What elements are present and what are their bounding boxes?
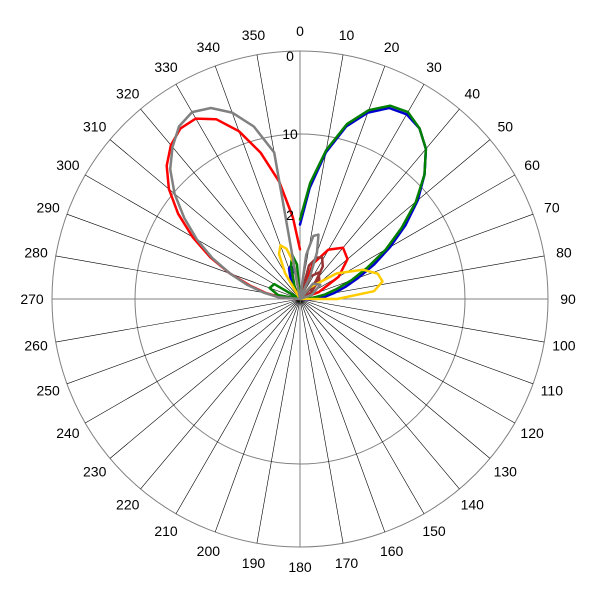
angle-tick-label: 150	[422, 523, 446, 539]
spoke-220	[140, 298, 301, 490]
spoke-200	[214, 298, 301, 533]
angle-tick-label: 240	[56, 425, 80, 441]
radial-tick-label: 2	[286, 207, 294, 223]
angle-tick-label: 20	[384, 39, 400, 55]
angle-tick-label: 260	[24, 338, 48, 354]
angle-tick-label: 70	[544, 199, 560, 215]
angle-tick-label: 0	[296, 23, 304, 39]
angle-tick-label: 120	[520, 425, 544, 441]
spoke-50	[299, 139, 491, 300]
angle-tick-label: 100	[552, 338, 576, 354]
angle-tick-label: 40	[464, 86, 480, 102]
spoke-130	[299, 298, 491, 459]
spoke-100	[299, 298, 545, 343]
label-layer: 0 102030405060708090100110120130140150160…	[20, 23, 576, 575]
spoke-210	[175, 298, 301, 514]
spoke-160	[299, 298, 386, 533]
spoke-230	[109, 298, 301, 459]
angle-tick-label: 160	[380, 543, 404, 559]
angle-tick-label: 200	[197, 543, 221, 559]
angle-tick-label: 270	[20, 291, 44, 307]
series-layer	[165, 104, 428, 301]
angle-tick-label: 210	[154, 523, 178, 539]
spoke-250	[66, 298, 301, 385]
spoke-120	[299, 298, 515, 424]
angle-tick-label: 340	[197, 39, 221, 55]
angle-tick-label: 250	[36, 383, 60, 399]
angle-tick-label: 30	[426, 59, 442, 75]
spoke-240	[85, 298, 301, 424]
spoke-340	[214, 65, 301, 300]
series-line-5	[168, 106, 322, 301]
angle-tick-label: 50	[498, 119, 514, 135]
angle-tick-label: 170	[335, 555, 359, 571]
spoke-10	[299, 54, 344, 300]
spoke-190	[256, 298, 301, 544]
series-line-0	[165, 117, 349, 301]
spoke-40	[299, 108, 460, 300]
angle-tick-label: 350	[242, 27, 266, 43]
angle-tick-label: 280	[24, 244, 48, 260]
spoke-30	[299, 84, 425, 300]
spoke-70	[299, 213, 534, 300]
spoke-80	[299, 255, 545, 300]
spoke-110	[299, 298, 534, 385]
angle-tick-label: 220	[116, 496, 140, 512]
angle-tick-label: 110	[541, 383, 564, 399]
angle-tick-label: 190	[242, 555, 266, 571]
angle-tick-label: 300	[56, 157, 80, 173]
spoke-260	[55, 298, 301, 343]
spoke-320	[140, 108, 301, 300]
angle-tick-label: 60	[524, 157, 540, 173]
angle-tick-label: 290	[36, 199, 60, 215]
spoke-140	[299, 298, 460, 490]
angle-tick-label: 180	[288, 559, 312, 575]
radial-tick-label: 0	[286, 48, 294, 64]
spoke-170	[299, 298, 344, 544]
angle-tick-label: 140	[461, 496, 485, 512]
spoke-310	[109, 139, 301, 300]
spoke-150	[299, 298, 425, 514]
angle-tick-label: 80	[556, 244, 572, 260]
angle-tick-label: 230	[83, 463, 107, 479]
spoke-330	[175, 84, 301, 300]
spoke-290	[66, 213, 301, 300]
angle-tick-label: 10	[339, 27, 355, 43]
angle-tick-label: 320	[116, 86, 140, 102]
angle-tick-label: 130	[494, 463, 518, 479]
angle-tick-label: 90	[560, 291, 576, 307]
angle-tick-label: 310	[83, 119, 107, 135]
radial-tick-label: 10	[282, 126, 298, 142]
angle-tick-label: 330	[154, 59, 178, 75]
